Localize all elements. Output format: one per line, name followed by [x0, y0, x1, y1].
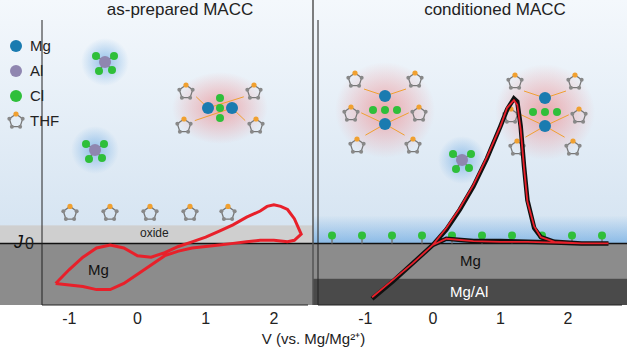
svg-text:0: 0 [428, 310, 437, 327]
svg-text:0: 0 [133, 310, 142, 327]
html-text:Mg: Mg [460, 252, 481, 270]
html-text:Mg/Al: Mg/Al [450, 283, 489, 301]
svg-text:2: 2 [269, 310, 278, 327]
html-text:as-prepared MACC: as-prepared MACC [106, 0, 254, 19]
svg-text:1: 1 [496, 310, 505, 327]
svg-text:0: 0 [25, 235, 34, 252]
svg-text:1: 1 [201, 310, 210, 327]
html-text:conditioned MACC: conditioned MACC [424, 0, 566, 19]
html-text:oxide: oxide [140, 226, 169, 241]
svg-text:THF: THF [30, 112, 59, 129]
svg-text:-1: -1 [62, 310, 76, 327]
html-text:J: J [14, 232, 23, 253]
svg-text:Al: Al [30, 62, 43, 79]
svg-text:-1: -1 [358, 310, 372, 327]
svg-text:Mg: Mg [30, 37, 51, 54]
svg-text:2: 2 [564, 310, 573, 327]
svg-text:Cl: Cl [30, 87, 45, 104]
html-text:V (vs. Mg/Mg²⁺): V (vs. Mg/Mg²⁺) [261, 330, 366, 347]
html-text:Mg: Mg [88, 261, 109, 279]
